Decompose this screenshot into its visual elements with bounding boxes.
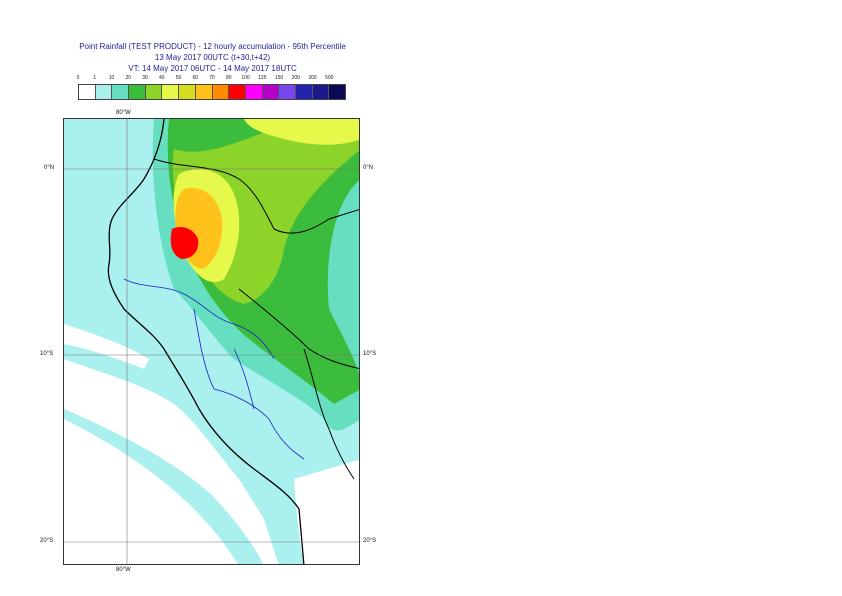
regional-borders xyxy=(123,278,305,460)
legend-swatch xyxy=(112,85,130,99)
rainfall-map xyxy=(63,118,360,565)
heavy-rain-field xyxy=(244,119,359,145)
legend-tick-label: 30 xyxy=(142,75,148,81)
lon-label-bottom: 80°W xyxy=(116,567,131,573)
legend-tick-label: 200 xyxy=(291,75,300,81)
country-border xyxy=(238,288,359,370)
legend-tick-label: 40 xyxy=(158,75,165,81)
legend-swatch xyxy=(279,85,296,99)
legend-swatch xyxy=(245,85,263,99)
extreme-rain-core xyxy=(170,227,199,259)
legend-swatch xyxy=(79,85,96,99)
legend-tick-label: 60 xyxy=(192,75,199,81)
lat-label-left-0: 0°N xyxy=(44,165,55,171)
legend-swatch xyxy=(329,85,345,99)
legend-tick-label: 50 xyxy=(175,75,182,81)
country-border xyxy=(303,348,355,480)
legend-swatch xyxy=(95,85,113,99)
legend-swatch xyxy=(179,85,196,99)
legend-swatch xyxy=(145,85,163,99)
legend-tick-label: 125 xyxy=(258,75,267,81)
legend-swatch xyxy=(262,85,280,99)
lat-label-right-20s: 20°S xyxy=(363,538,377,544)
dry-area xyxy=(64,449,203,564)
legend-tick-label: 20 xyxy=(125,75,132,81)
legend-swatch xyxy=(295,85,313,99)
legend-swatch xyxy=(312,85,330,99)
validity-time: VT: 14 May 2017 06UTC - 14 May 2017 18UT… xyxy=(128,64,297,73)
country-border xyxy=(153,158,359,234)
lat-label-right-10s: 10°S xyxy=(363,351,377,357)
legend-swatch xyxy=(195,85,213,99)
map-title: Point Rainfall (TEST PRODUCT) - 12 hourl… xyxy=(79,42,346,51)
legend-tick-label: 1 xyxy=(93,75,97,81)
legend-tick-label: 70 xyxy=(209,75,215,81)
lat-label-left-10s: 10°S xyxy=(40,351,54,357)
legend-tick-labels: 0 1 10 20 30 40 50 60 70 80 100 125 150 200 300 500 xyxy=(0,75,842,84)
legend-tick-label: 300 xyxy=(308,75,317,81)
lon-label-top: 80°W xyxy=(116,110,131,116)
legend-tick-label: 80 xyxy=(225,75,232,81)
legend-tick-label: 0 xyxy=(76,75,80,81)
lat-label-left-20s: 20°S xyxy=(40,538,54,544)
legend-tick-label: 500 xyxy=(325,75,334,81)
legend-swatch xyxy=(229,85,246,99)
map-canvas xyxy=(64,119,359,564)
dry-area xyxy=(64,324,149,369)
legend-swatch xyxy=(129,85,146,99)
legend-tick-label: 10 xyxy=(108,75,115,81)
legend-swatch xyxy=(162,85,180,99)
colour-legend xyxy=(78,84,346,100)
dry-area xyxy=(294,459,359,564)
legend-tick-label: 150 xyxy=(274,75,284,81)
lat-label-right-0: 0°N xyxy=(363,165,374,171)
legend-tick-label: 100 xyxy=(241,75,250,81)
light-rain-band xyxy=(64,409,264,564)
forecast-run-time: 13 May 2017 00UTC (t+30,t+42) xyxy=(154,53,271,62)
legend-swatch xyxy=(212,85,230,99)
